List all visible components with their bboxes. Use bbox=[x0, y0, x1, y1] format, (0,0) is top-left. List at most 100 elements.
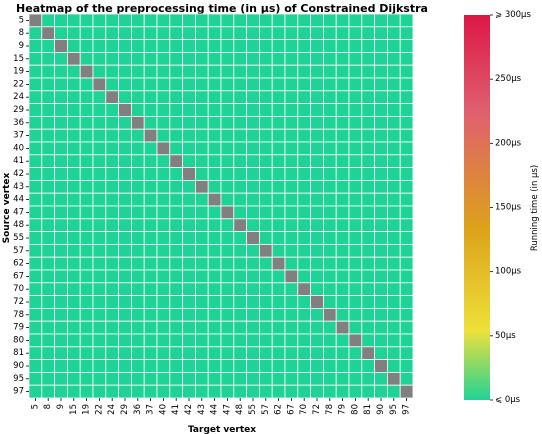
heatmap-cell bbox=[374, 128, 388, 143]
heatmap-cell bbox=[246, 269, 260, 284]
heatmap-cell bbox=[297, 154, 311, 169]
heatmap-cell bbox=[182, 116, 196, 130]
x-tick-label: 19 bbox=[82, 404, 92, 415]
heatmap-cell-masked bbox=[399, 384, 414, 399]
heatmap-cell bbox=[130, 218, 145, 233]
heatmap-cell bbox=[386, 52, 401, 66]
heatmap-cell bbox=[246, 154, 260, 169]
heatmap-cell bbox=[79, 295, 94, 309]
heatmap-cell bbox=[156, 154, 171, 169]
heatmap-cell bbox=[233, 167, 248, 181]
heatmap-cell bbox=[194, 52, 209, 66]
heatmap-cell bbox=[143, 52, 158, 66]
heatmap-cell-masked bbox=[92, 77, 107, 92]
heatmap-cell bbox=[220, 333, 235, 348]
colorbar-tick-label: ⩽ 0μs bbox=[495, 395, 521, 405]
y-tick-label: 5 bbox=[19, 15, 24, 25]
heatmap-cell bbox=[297, 256, 311, 271]
x-tick-label: 57 bbox=[261, 404, 271, 415]
heatmap-cell bbox=[399, 192, 414, 207]
heatmap-cell bbox=[156, 231, 171, 245]
heatmap-cell bbox=[79, 167, 94, 181]
heatmap-cell bbox=[271, 333, 286, 348]
heatmap-cell bbox=[284, 90, 299, 105]
heatmap-cell bbox=[207, 359, 222, 373]
heatmap-cell bbox=[67, 26, 81, 40]
heatmap-cell bbox=[297, 359, 311, 373]
colorbar-tick-label: 250μs bbox=[495, 74, 522, 84]
heatmap-cell bbox=[310, 39, 324, 53]
heatmap-cell bbox=[399, 333, 414, 348]
heatmap-cell bbox=[41, 77, 55, 92]
heatmap-cell bbox=[374, 243, 388, 258]
heatmap-cell bbox=[118, 256, 132, 271]
heatmap-cell bbox=[182, 90, 196, 105]
heatmap-cell bbox=[130, 243, 145, 258]
heatmap-cell bbox=[386, 333, 401, 348]
heatmap-cell bbox=[399, 39, 414, 53]
heatmap-cell bbox=[348, 179, 363, 194]
heatmap-cell bbox=[284, 26, 299, 40]
heatmap-cell bbox=[284, 320, 299, 335]
heatmap-cell bbox=[105, 13, 120, 28]
heatmap-cell bbox=[118, 39, 132, 53]
heatmap-cell bbox=[361, 333, 375, 348]
heatmap-cell bbox=[374, 167, 388, 181]
y-tick-label: 70 bbox=[13, 284, 24, 294]
heatmap-cell bbox=[143, 218, 158, 233]
heatmap-cell bbox=[361, 243, 375, 258]
heatmap-cell bbox=[374, 384, 388, 399]
heatmap-cell bbox=[310, 218, 324, 233]
heatmap-cell bbox=[79, 128, 94, 143]
colorbar-tick-label: ⩾ 300μs bbox=[495, 10, 531, 20]
heatmap-cell bbox=[143, 77, 158, 92]
heatmap-cell bbox=[194, 346, 209, 360]
heatmap-cell bbox=[348, 359, 363, 373]
heatmap-cell bbox=[348, 269, 363, 284]
heatmap-cell bbox=[386, 282, 401, 296]
x-tick-label: 79 bbox=[338, 404, 348, 415]
heatmap-cell bbox=[386, 103, 401, 117]
heatmap-cell bbox=[335, 192, 350, 207]
heatmap-cell bbox=[28, 359, 43, 373]
heatmap-cell bbox=[220, 13, 235, 28]
heatmap-cell bbox=[67, 39, 81, 53]
heatmap-cell bbox=[220, 52, 235, 66]
heatmap-cell bbox=[182, 371, 196, 386]
heatmap-cell bbox=[246, 295, 260, 309]
heatmap-cell bbox=[54, 154, 68, 169]
heatmap-cell bbox=[182, 218, 196, 233]
heatmap-cell bbox=[130, 307, 145, 322]
heatmap-cell bbox=[284, 333, 299, 348]
heatmap-cell bbox=[182, 205, 196, 220]
heatmap-cell bbox=[271, 243, 286, 258]
heatmap-cell bbox=[310, 26, 324, 40]
heatmap-cell-masked bbox=[322, 307, 337, 322]
heatmap-cell bbox=[41, 90, 55, 105]
heatmap-cell bbox=[297, 39, 311, 53]
heatmap-cell bbox=[348, 218, 363, 233]
heatmap-cell bbox=[105, 116, 120, 130]
heatmap-cell bbox=[297, 346, 311, 360]
heatmap-cell bbox=[386, 13, 401, 28]
heatmap-cell bbox=[54, 218, 68, 233]
y-tick-label: 57 bbox=[13, 246, 24, 256]
heatmap-cell bbox=[386, 128, 401, 143]
heatmap-cell bbox=[233, 90, 248, 105]
heatmap-cell bbox=[374, 64, 388, 79]
heatmap-cell bbox=[310, 282, 324, 296]
heatmap-cell bbox=[284, 359, 299, 373]
heatmap-cell bbox=[284, 295, 299, 309]
x-tick-label: 90 bbox=[376, 404, 386, 415]
heatmap-cell bbox=[28, 218, 43, 233]
heatmap-cell bbox=[220, 218, 235, 233]
heatmap-cell bbox=[297, 333, 311, 348]
heatmap-cell bbox=[348, 205, 363, 220]
heatmap-cell bbox=[54, 128, 68, 143]
heatmap-cell bbox=[41, 128, 55, 143]
heatmap-cell bbox=[169, 77, 184, 92]
heatmap-cell bbox=[220, 77, 235, 92]
heatmap-cell bbox=[92, 307, 107, 322]
heatmap-cell bbox=[143, 64, 158, 79]
heatmap-cell bbox=[348, 128, 363, 143]
